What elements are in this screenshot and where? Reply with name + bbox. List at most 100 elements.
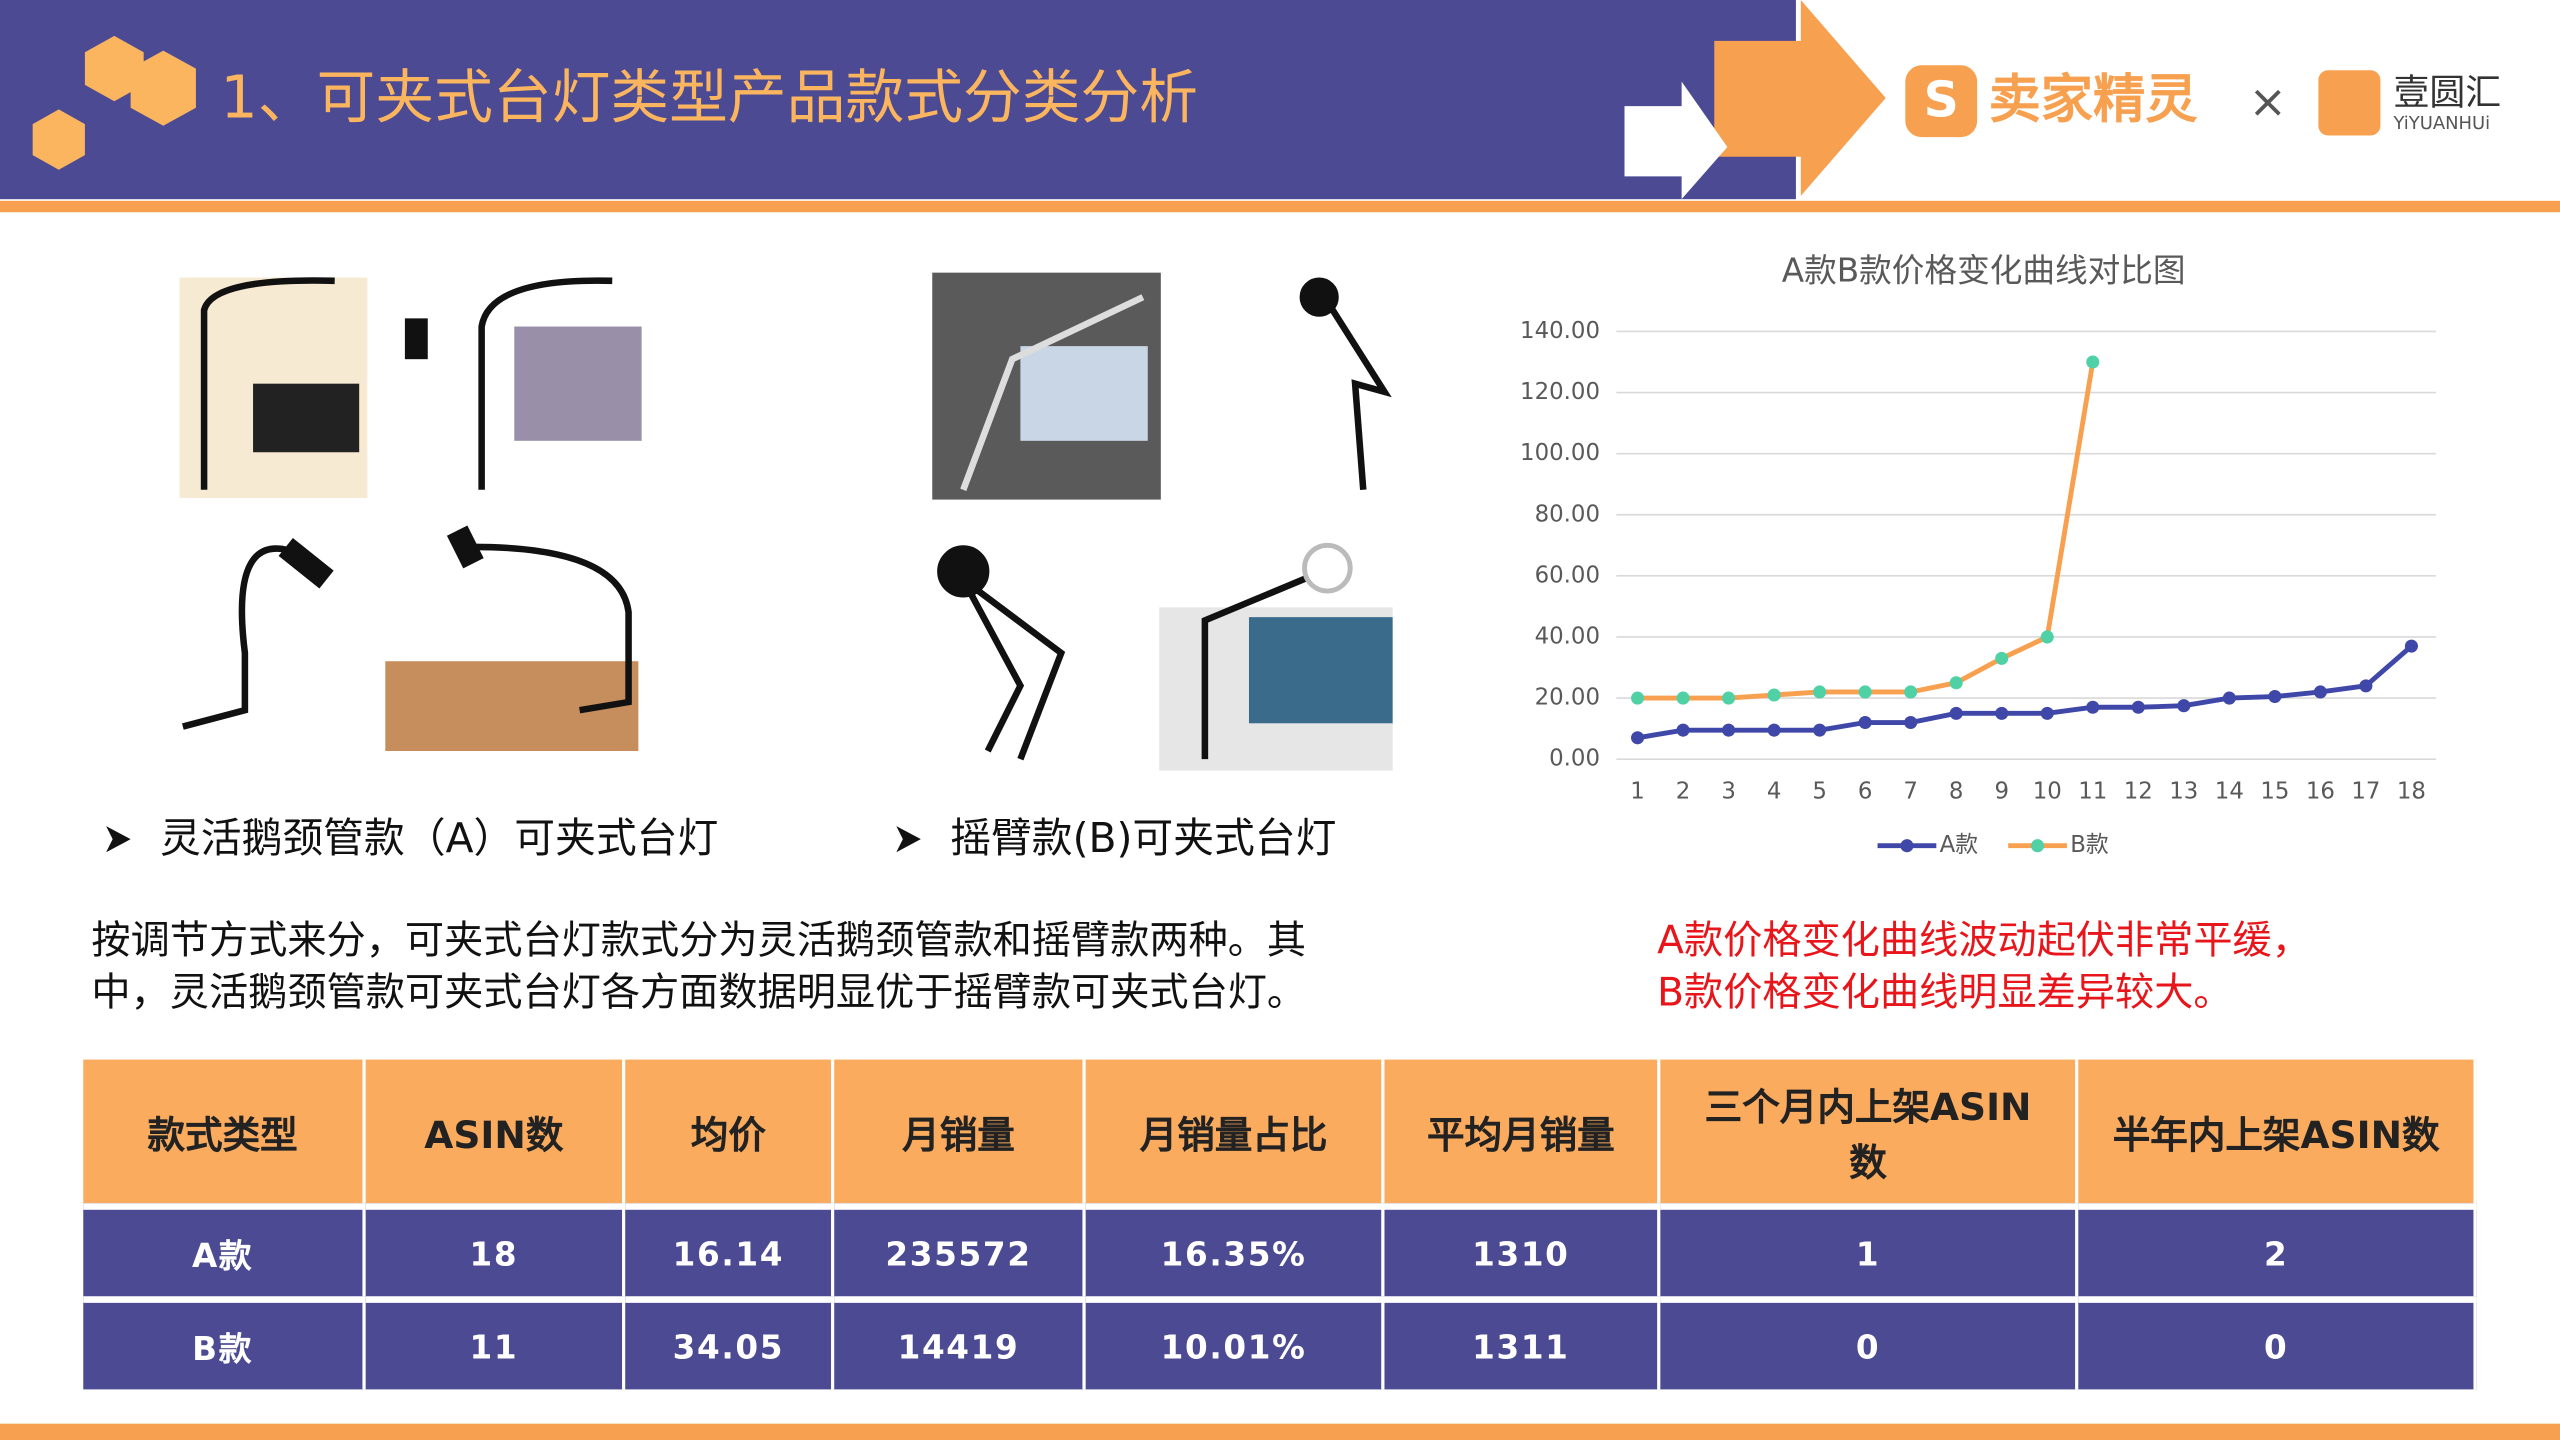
arrow <box>1714 0 1886 196</box>
brand-logo-mark: S <box>1924 71 1959 128</box>
data-point <box>2313 685 2327 699</box>
x-tick-label: 10 <box>2033 778 2062 804</box>
data-point <box>2268 690 2282 704</box>
data-point <box>1631 731 1645 745</box>
data-point <box>1858 685 1872 699</box>
legend-marker <box>1900 839 1914 853</box>
table-cell: 1311 <box>1384 1296 1661 1390</box>
bullet <box>896 826 921 853</box>
table-cell: 235572 <box>834 1203 1087 1297</box>
header-cell: 半年内上架ASIN数 <box>2078 1059 2477 1204</box>
legend-label: B款 <box>2070 832 2109 858</box>
x-tick-label: 17 <box>2351 778 2380 804</box>
x-tick-label: 18 <box>2397 778 2426 804</box>
table-cell: 11 <box>365 1296 626 1390</box>
chart-title: A款B款价格变化曲线对比图 <box>1782 252 2186 290</box>
paragraph: 按调节方式来分，可夹式台灯款式分为灵活鹅颈管款和摇臂款两种。其 中，灵活鹅颈管款… <box>91 914 1306 1018</box>
data-point <box>1904 715 1918 730</box>
x-tick-label: 14 <box>2215 778 2244 804</box>
header-cell: 平均月销量 <box>1384 1059 1661 1204</box>
y-tick-label: 140.00 <box>1520 318 1600 344</box>
arrow <box>1624 81 1728 200</box>
table-cell: 0 <box>1660 1296 2079 1390</box>
times: × <box>2249 75 2287 128</box>
header-band <box>0 0 1796 200</box>
table-cell: 16.35% <box>1086 1203 1385 1297</box>
table-row: B款 11 34.05 14419 10.01% 1311 0 0 <box>83 1296 2477 1390</box>
table-cell: 10.01% <box>1086 1296 1385 1390</box>
note-line: B款价格变化曲线明显差异较大。 <box>1657 969 2233 1016</box>
header-cell: 均价 <box>625 1059 835 1204</box>
data-point <box>1995 706 2009 720</box>
data-point <box>1676 691 1690 705</box>
header-cell: 款式类型 <box>83 1059 366 1204</box>
hex <box>32 109 85 170</box>
partner-logo <box>2318 70 2381 136</box>
header-cell: 月销量 <box>834 1059 1087 1204</box>
x-tick-label: 11 <box>2078 778 2107 804</box>
table-cell: 16.14 <box>625 1203 835 1297</box>
partner-en: YiYUANHUi <box>2392 113 2490 134</box>
brand: 卖家精灵 <box>1989 70 2199 130</box>
x-tick-label: 15 <box>2260 778 2289 804</box>
table-cell: 1 <box>1660 1203 2079 1297</box>
x-tick-label: 8 <box>1949 778 1964 804</box>
x-tick-label: 5 <box>1812 778 1827 804</box>
table-row: A款 18 16.14 235572 16.35% 1310 1 2 <box>83 1203 2477 1297</box>
data-point <box>2222 691 2236 705</box>
data-table: 款式类型 ASIN数 均价 月销量 月销量占比 平均月销量 三个月内上架ASIN数 半年内上架… <box>83 1059 2477 1390</box>
hex <box>84 35 144 102</box>
table-cell: B款 <box>83 1296 366 1390</box>
data-point <box>2086 355 2100 369</box>
partner: 壹圆汇 <box>2393 73 2501 114</box>
header-row: 款式类型 ASIN数 均价 月销量 月销量占比 平均月销量 三个月内上架ASIN数 半年内上架… <box>83 1059 2477 1204</box>
data-point <box>2131 700 2145 714</box>
table-cell: 1310 <box>1384 1203 1661 1297</box>
data-point <box>1676 723 1690 737</box>
x-tick-label: 12 <box>2124 778 2153 804</box>
table-cell: 0 <box>2078 1296 2477 1390</box>
paragraph-line: 按调节方式来分，可夹式台灯款式分为灵活鹅颈管款和摇臂款两种。其 <box>91 917 1307 964</box>
data-point <box>1722 691 1736 705</box>
legend-label: A款 <box>1940 832 1979 858</box>
x-tick-label: 13 <box>2169 778 2198 804</box>
note: A款价格变化曲线波动起伏非常平缓， B款价格变化曲线明显差异较大。 <box>1657 914 2311 1018</box>
x-tick-label: 9 <box>1994 778 2009 804</box>
table-cell: 14419 <box>834 1296 1087 1390</box>
y-tick-label: 120.00 <box>1520 379 1600 405</box>
data-point <box>1949 676 1963 690</box>
series-line <box>1637 644 2414 741</box>
data-point <box>1995 651 2009 665</box>
data-point <box>1904 685 1918 699</box>
data-point <box>1813 723 1827 737</box>
brand-logo <box>1905 65 1978 138</box>
product-images <box>179 272 1393 771</box>
caption: 灵活鹅颈管款（A）可夹式台灯 <box>160 814 718 862</box>
header-cell: 月销量占比 <box>1086 1059 1385 1204</box>
y-tick-label: 60.00 <box>1535 562 1600 588</box>
y-tick-label: 40.00 <box>1535 623 1600 649</box>
x-tick-label: 4 <box>1767 778 1782 804</box>
data-point <box>1767 688 1781 702</box>
table-cell: 34.05 <box>625 1296 835 1390</box>
table-cell: 18 <box>365 1203 626 1297</box>
data-point <box>1767 723 1781 737</box>
header-rule <box>0 200 2560 213</box>
y-tick-label: 80.00 <box>1535 501 1600 527</box>
bullet <box>106 826 131 853</box>
table-cell: A款 <box>83 1203 366 1297</box>
x-tick-label: 3 <box>1721 778 1736 804</box>
paragraph-line: 中，灵活鹅颈管款可夹式台灯各方面数据明显优于摇臂款可夹式台灯。 <box>91 969 1307 1016</box>
note-line: A款价格变化曲线波动起伏非常平缓， <box>1657 917 2311 964</box>
caption: 摇臂款(B)可夹式台灯 <box>950 814 1336 862</box>
title: 1、可夹式台灯类型产品款式分类分析 <box>220 62 1198 131</box>
data-point <box>1631 691 1645 705</box>
data-point <box>2404 639 2418 653</box>
data-point <box>2359 679 2373 693</box>
data-point <box>1722 723 1736 737</box>
legend-marker <box>2031 839 2045 853</box>
data-point <box>1858 715 1872 730</box>
data-point <box>2040 630 2054 644</box>
